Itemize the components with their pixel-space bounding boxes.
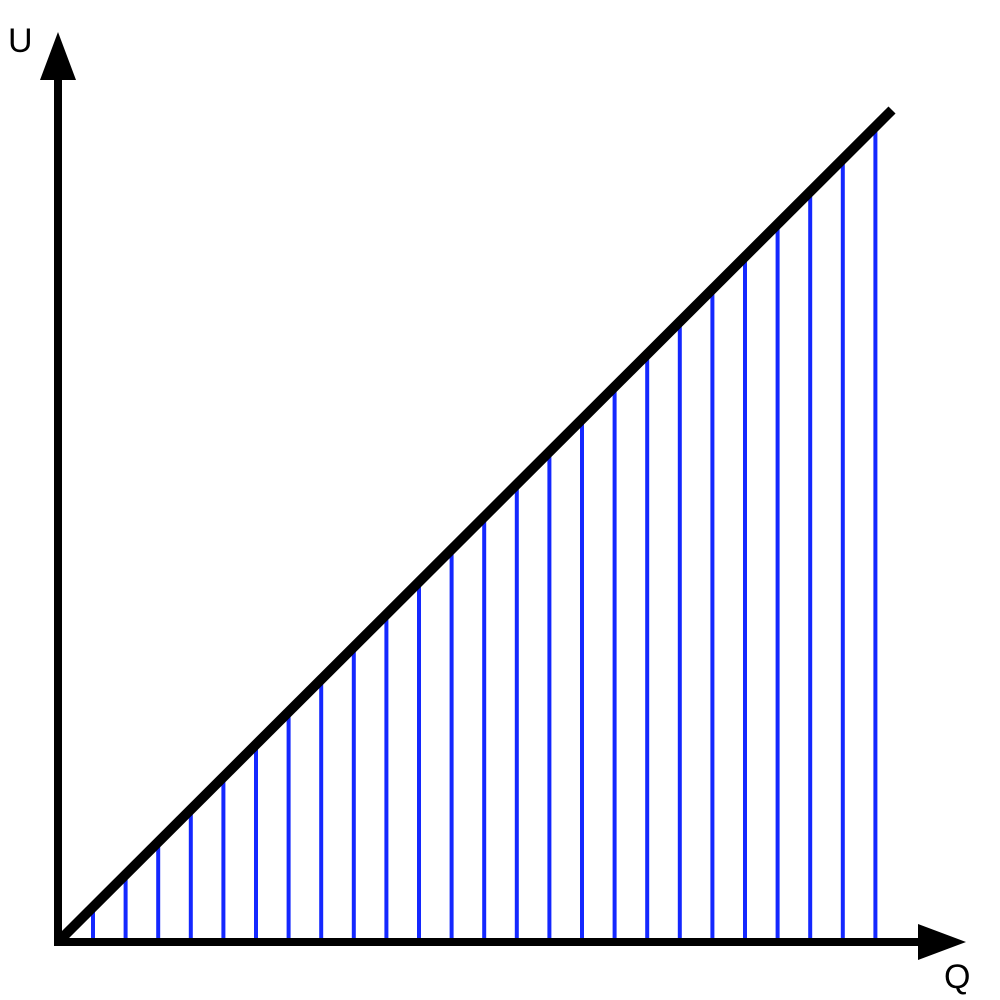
hatching-under-line — [91, 130, 878, 940]
y-axis-arrowhead — [40, 32, 76, 80]
x-axis-label: Q — [944, 958, 970, 996]
diagonal-line — [54, 106, 896, 946]
y-axis-label: U — [8, 22, 33, 60]
x-axis-arrowhead — [918, 924, 966, 960]
